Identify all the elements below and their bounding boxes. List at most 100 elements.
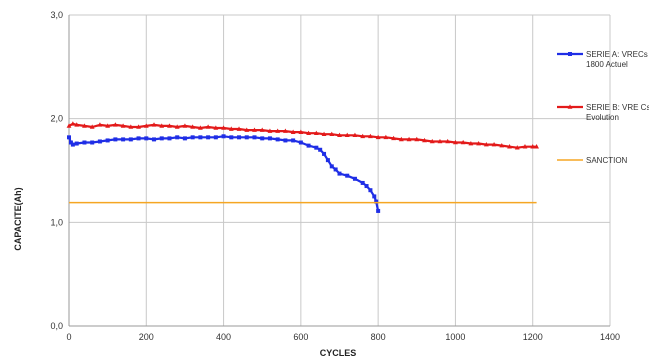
data-point xyxy=(275,137,280,142)
data-point xyxy=(337,132,342,138)
legend-label: 1800 Actuel xyxy=(586,60,628,69)
data-point xyxy=(213,125,219,130)
data-point xyxy=(159,123,165,128)
data-point xyxy=(159,136,164,141)
data-point xyxy=(352,176,357,181)
data-point xyxy=(252,127,257,132)
data-point xyxy=(530,144,536,149)
data-point xyxy=(360,133,366,139)
data-point xyxy=(175,135,180,140)
data-point xyxy=(112,122,118,127)
data-point xyxy=(306,130,311,135)
data-point xyxy=(352,132,358,138)
data-point xyxy=(290,129,296,134)
legend-label: SANCTION xyxy=(586,156,628,165)
data-point xyxy=(120,123,126,128)
data-point xyxy=(445,138,451,144)
legend-label: Evolution xyxy=(586,113,619,122)
data-point xyxy=(128,124,134,129)
data-point xyxy=(507,144,512,149)
data-point xyxy=(345,173,350,178)
data-point xyxy=(82,140,87,145)
x-tick-label: 1200 xyxy=(523,332,543,342)
data-point xyxy=(221,125,226,130)
y-axis-title: CAPACITE(Ah) xyxy=(13,187,23,250)
data-point xyxy=(321,131,327,137)
axes xyxy=(68,15,610,327)
data-point xyxy=(383,134,389,140)
data-point xyxy=(476,140,482,146)
x-tick-label: 400 xyxy=(216,332,231,342)
data-point xyxy=(364,184,369,189)
data-point xyxy=(318,147,323,152)
data-point xyxy=(105,123,111,128)
legend-marker xyxy=(568,52,572,56)
data-point xyxy=(329,131,335,137)
data-point xyxy=(376,208,381,213)
data-point xyxy=(372,194,377,199)
data-point xyxy=(314,145,319,150)
data-point xyxy=(298,140,303,145)
data-point xyxy=(267,128,273,133)
data-point xyxy=(197,125,203,130)
y-tick-label: 1,0 xyxy=(50,217,63,227)
data-point xyxy=(190,135,195,140)
data-point xyxy=(67,135,71,140)
data-point xyxy=(213,135,218,140)
x-axis-title: CYCLES xyxy=(320,348,357,358)
data-point xyxy=(313,130,319,135)
data-point xyxy=(128,137,133,142)
legend-marker xyxy=(567,104,573,109)
data-point xyxy=(260,136,265,141)
data-point xyxy=(182,123,188,128)
data-point xyxy=(151,122,157,127)
data-point xyxy=(113,137,118,142)
data-point xyxy=(491,141,497,147)
data-point xyxy=(221,134,226,139)
data-point xyxy=(97,122,103,127)
data-point xyxy=(333,167,338,172)
data-point xyxy=(89,124,95,129)
data-point xyxy=(152,137,157,142)
grid-lines xyxy=(69,14,611,326)
data-point xyxy=(205,124,211,129)
data-point xyxy=(105,138,110,143)
legend-label: SERIE B: VRE Cs xyxy=(586,103,649,112)
data-point xyxy=(374,199,379,204)
data-point xyxy=(422,137,427,143)
data-point xyxy=(97,139,102,144)
data-point xyxy=(306,143,311,148)
data-point xyxy=(267,136,272,141)
x-tick-label: 0 xyxy=(66,332,71,342)
data-point xyxy=(283,128,288,133)
data-point xyxy=(375,134,381,140)
data-point xyxy=(275,128,281,133)
series-2 xyxy=(66,121,539,150)
data-point xyxy=(174,124,180,129)
data-point xyxy=(90,140,95,145)
data-point xyxy=(244,135,249,140)
data-point xyxy=(437,138,443,144)
data-point xyxy=(398,136,404,142)
data-point xyxy=(534,144,539,149)
data-point xyxy=(236,126,242,131)
data-point xyxy=(429,138,435,144)
data-point xyxy=(70,121,76,126)
legend-label: SERIE A: VRECs xyxy=(586,50,648,59)
data-point xyxy=(136,124,141,129)
data-point xyxy=(68,140,73,145)
data-point xyxy=(468,140,474,146)
x-tick-label: 800 xyxy=(371,332,386,342)
data-point xyxy=(121,137,126,142)
data-point xyxy=(136,136,141,141)
data-point xyxy=(66,123,72,128)
data-point xyxy=(259,127,265,132)
data-point xyxy=(322,151,327,156)
data-point xyxy=(337,171,342,176)
data-point xyxy=(329,164,334,169)
data-point xyxy=(74,122,80,127)
data-point xyxy=(344,132,350,138)
